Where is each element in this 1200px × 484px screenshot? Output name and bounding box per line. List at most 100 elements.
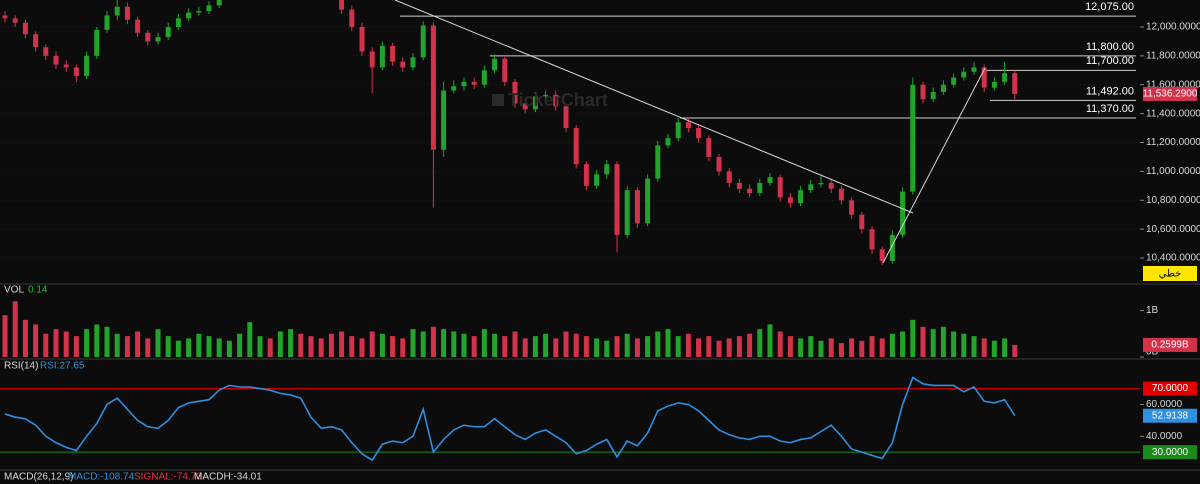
volume-bar bbox=[318, 338, 324, 357]
volume-bar bbox=[73, 336, 79, 357]
candle-body bbox=[716, 156, 722, 172]
volume-bar bbox=[114, 333, 120, 357]
candle-body bbox=[808, 184, 814, 191]
candle-body bbox=[553, 94, 559, 107]
chart-type-button[interactable] bbox=[1143, 266, 1197, 281]
volume-bar bbox=[390, 336, 396, 357]
volume-bar bbox=[410, 329, 416, 357]
candle-body bbox=[63, 64, 69, 68]
y-tick-label: 1B bbox=[1146, 305, 1159, 316]
candle-body bbox=[889, 234, 895, 261]
volume-bar bbox=[1002, 338, 1008, 357]
volume-bar bbox=[726, 338, 732, 357]
volume-bar bbox=[186, 338, 192, 357]
volume-bar bbox=[879, 338, 885, 357]
volume-bar bbox=[522, 338, 528, 357]
volume-bar bbox=[349, 336, 355, 357]
volume-bar bbox=[84, 329, 90, 357]
trend-line bbox=[882, 67, 986, 264]
volume-bar bbox=[124, 336, 130, 357]
y-tick-label: 60.0000 bbox=[1146, 399, 1183, 410]
candle-body bbox=[777, 177, 783, 198]
candle-body bbox=[73, 67, 79, 77]
candle-body bbox=[532, 96, 538, 110]
chart-type-label[interactable]: خطي bbox=[1159, 269, 1182, 280]
candle-body bbox=[53, 55, 59, 65]
candle-body bbox=[767, 177, 773, 183]
candle-body bbox=[471, 81, 477, 85]
candle-body bbox=[920, 84, 926, 100]
watermark-icon bbox=[492, 94, 504, 106]
candle-body bbox=[1002, 73, 1008, 82]
volume-bar bbox=[665, 329, 671, 357]
candle-body bbox=[951, 77, 957, 85]
y-tick-label: 11,000.0000 bbox=[1146, 166, 1200, 177]
volume-bar bbox=[563, 331, 569, 357]
candle-body bbox=[135, 19, 141, 33]
volume-bar bbox=[910, 319, 916, 357]
volume-bar bbox=[369, 331, 375, 357]
candle-body bbox=[196, 11, 202, 13]
volume-bar bbox=[441, 329, 447, 357]
candle-body bbox=[961, 71, 967, 78]
candle-body bbox=[359, 27, 365, 52]
volume-bar bbox=[900, 331, 906, 357]
volume-bar bbox=[492, 333, 498, 357]
volume-bar bbox=[155, 329, 161, 357]
volume-bar bbox=[808, 336, 814, 357]
candle-body bbox=[502, 58, 508, 82]
candle-body bbox=[12, 18, 18, 23]
last-price-tag bbox=[1143, 86, 1197, 101]
watermark: TickerChart bbox=[508, 90, 608, 110]
volume-bar bbox=[206, 336, 212, 357]
volume-bar bbox=[961, 333, 967, 357]
volume-bar bbox=[543, 333, 549, 357]
candle-body bbox=[869, 229, 875, 250]
volume-bar bbox=[920, 326, 926, 357]
candle-body bbox=[94, 29, 100, 56]
volume-bar bbox=[675, 336, 681, 357]
candle-body bbox=[726, 171, 732, 183]
rsi-panel bbox=[0, 376, 1140, 462]
volume-bar bbox=[298, 333, 304, 357]
candle-body bbox=[757, 182, 763, 194]
candle-body bbox=[900, 191, 906, 235]
candle-body bbox=[930, 91, 936, 100]
volume-bar bbox=[94, 324, 100, 357]
rsi-tag-label: 52.9138 bbox=[1152, 410, 1189, 421]
macdh-reading: MACDH:-34.01 bbox=[194, 472, 262, 483]
volume-bar bbox=[267, 338, 273, 357]
candle-body bbox=[522, 103, 528, 110]
y-tick-label: 40.0000 bbox=[1146, 431, 1183, 442]
volume-bar bbox=[512, 331, 518, 357]
volume-bar bbox=[736, 336, 742, 357]
volume-bar bbox=[43, 333, 49, 357]
volume-bar bbox=[869, 336, 875, 357]
volume-bar bbox=[624, 333, 630, 357]
level-label: 11,370.00 bbox=[1086, 103, 1134, 115]
candle-body bbox=[594, 174, 600, 186]
candle-body bbox=[104, 15, 110, 30]
volume-bar bbox=[339, 331, 345, 357]
volume-bar bbox=[216, 338, 222, 357]
price-panel bbox=[0, 0, 1140, 266]
volume-bar bbox=[757, 329, 763, 357]
y-tick-label: 11,800.0000 bbox=[1146, 51, 1200, 62]
candle-body bbox=[747, 188, 753, 194]
volume-bar bbox=[502, 336, 508, 357]
volume-bar bbox=[859, 340, 865, 357]
volume-bar bbox=[645, 336, 651, 357]
candle-body bbox=[910, 84, 916, 192]
candle-body bbox=[216, 0, 222, 6]
volume-bar bbox=[614, 336, 620, 357]
level-label: 11,492.00 bbox=[1086, 85, 1134, 97]
volume-bar bbox=[747, 333, 753, 357]
trend-line bbox=[394, 0, 914, 214]
volume-bar bbox=[787, 336, 793, 357]
volume-bar bbox=[104, 326, 110, 357]
candle-body bbox=[33, 34, 39, 48]
candle-body bbox=[155, 37, 161, 42]
candle-body bbox=[512, 81, 518, 104]
volume-bar bbox=[991, 340, 997, 357]
volume-bar bbox=[583, 336, 589, 357]
